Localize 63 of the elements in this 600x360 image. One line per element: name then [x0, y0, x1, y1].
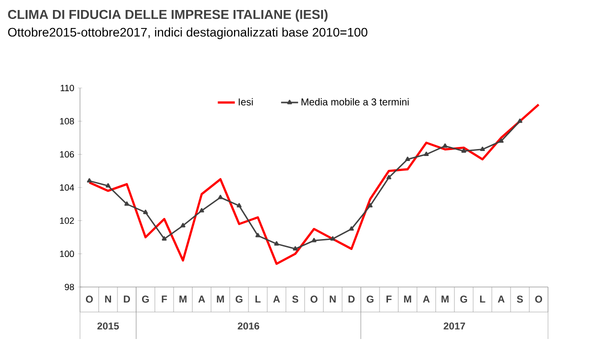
point: [349, 226, 354, 231]
x-tick-label: A: [198, 296, 206, 302]
x-tick-label: F: [162, 296, 167, 302]
point: [386, 174, 392, 180]
x-tick-label: M: [442, 296, 449, 302]
x-tick-label: G: [366, 296, 374, 303]
x-tick-label: A: [422, 296, 430, 302]
x-tick-label: N: [105, 296, 112, 302]
x-tick-label: G: [460, 296, 468, 303]
point: [442, 143, 448, 148]
chart-subtitle: Ottobre2015-ottobre2017, indici destagionalizzati base 2010=100: [8, 28, 368, 40]
x-tick-label: S: [516, 296, 523, 303]
x-tick-label: G: [142, 296, 149, 303]
x-tick-label: D: [124, 296, 130, 302]
text: 2015: [97, 322, 119, 330]
point: [274, 241, 279, 246]
x-tick-label: M: [216, 296, 224, 302]
point: [236, 203, 242, 208]
x-tick-label: F: [386, 296, 392, 302]
y-tick-label: 98: [64, 284, 74, 290]
x-tick-label: M: [404, 296, 412, 302]
chart-title: CLIMA DI FIDUCIA DELLE IMPRESE ITALIANE (IESI): [8, 10, 328, 22]
legend-label: Iesi: [238, 98, 253, 106]
point: [368, 203, 373, 208]
y-tick-label: 108: [60, 118, 74, 124]
x-tick-label: A: [498, 296, 505, 302]
point: [143, 210, 148, 214]
text: 2017: [444, 322, 466, 330]
y-tick-label: 100: [60, 250, 74, 258]
point: [255, 232, 260, 238]
x-tick-label: O: [310, 296, 318, 303]
point: [292, 246, 298, 251]
legend-label: Media mobile a 3 termini: [302, 98, 409, 106]
x-tick-label: O: [535, 296, 542, 303]
x-tick-label: D: [348, 296, 355, 302]
y-tick-label: 104: [60, 184, 74, 191]
point: [180, 222, 186, 228]
point: [498, 138, 504, 143]
x-tick-label: O: [86, 296, 93, 303]
x-tick-label: G: [236, 296, 242, 303]
x-tick-label: M: [179, 296, 186, 302]
point: [405, 156, 410, 162]
point: [424, 152, 429, 156]
point: [518, 118, 522, 123]
x-tick-label: N: [330, 296, 336, 302]
x-tick-label: S: [292, 296, 298, 303]
point: [218, 194, 223, 200]
point: [106, 183, 111, 188]
point: [124, 201, 130, 206]
y-tick-label: 110: [60, 84, 74, 92]
point: [480, 146, 485, 152]
text: 2016: [238, 322, 260, 330]
x-tick-label: A: [273, 296, 280, 302]
y-tick-label: 102: [60, 217, 74, 224]
point: [461, 148, 466, 153]
point: [330, 236, 336, 241]
point: [312, 238, 316, 242]
point: [162, 236, 167, 241]
point: [86, 178, 92, 183]
x-tick-label: L: [480, 296, 486, 302]
x-tick-label: L: [255, 296, 261, 302]
y-tick-label: 106: [60, 151, 74, 158]
point: [199, 208, 204, 212]
